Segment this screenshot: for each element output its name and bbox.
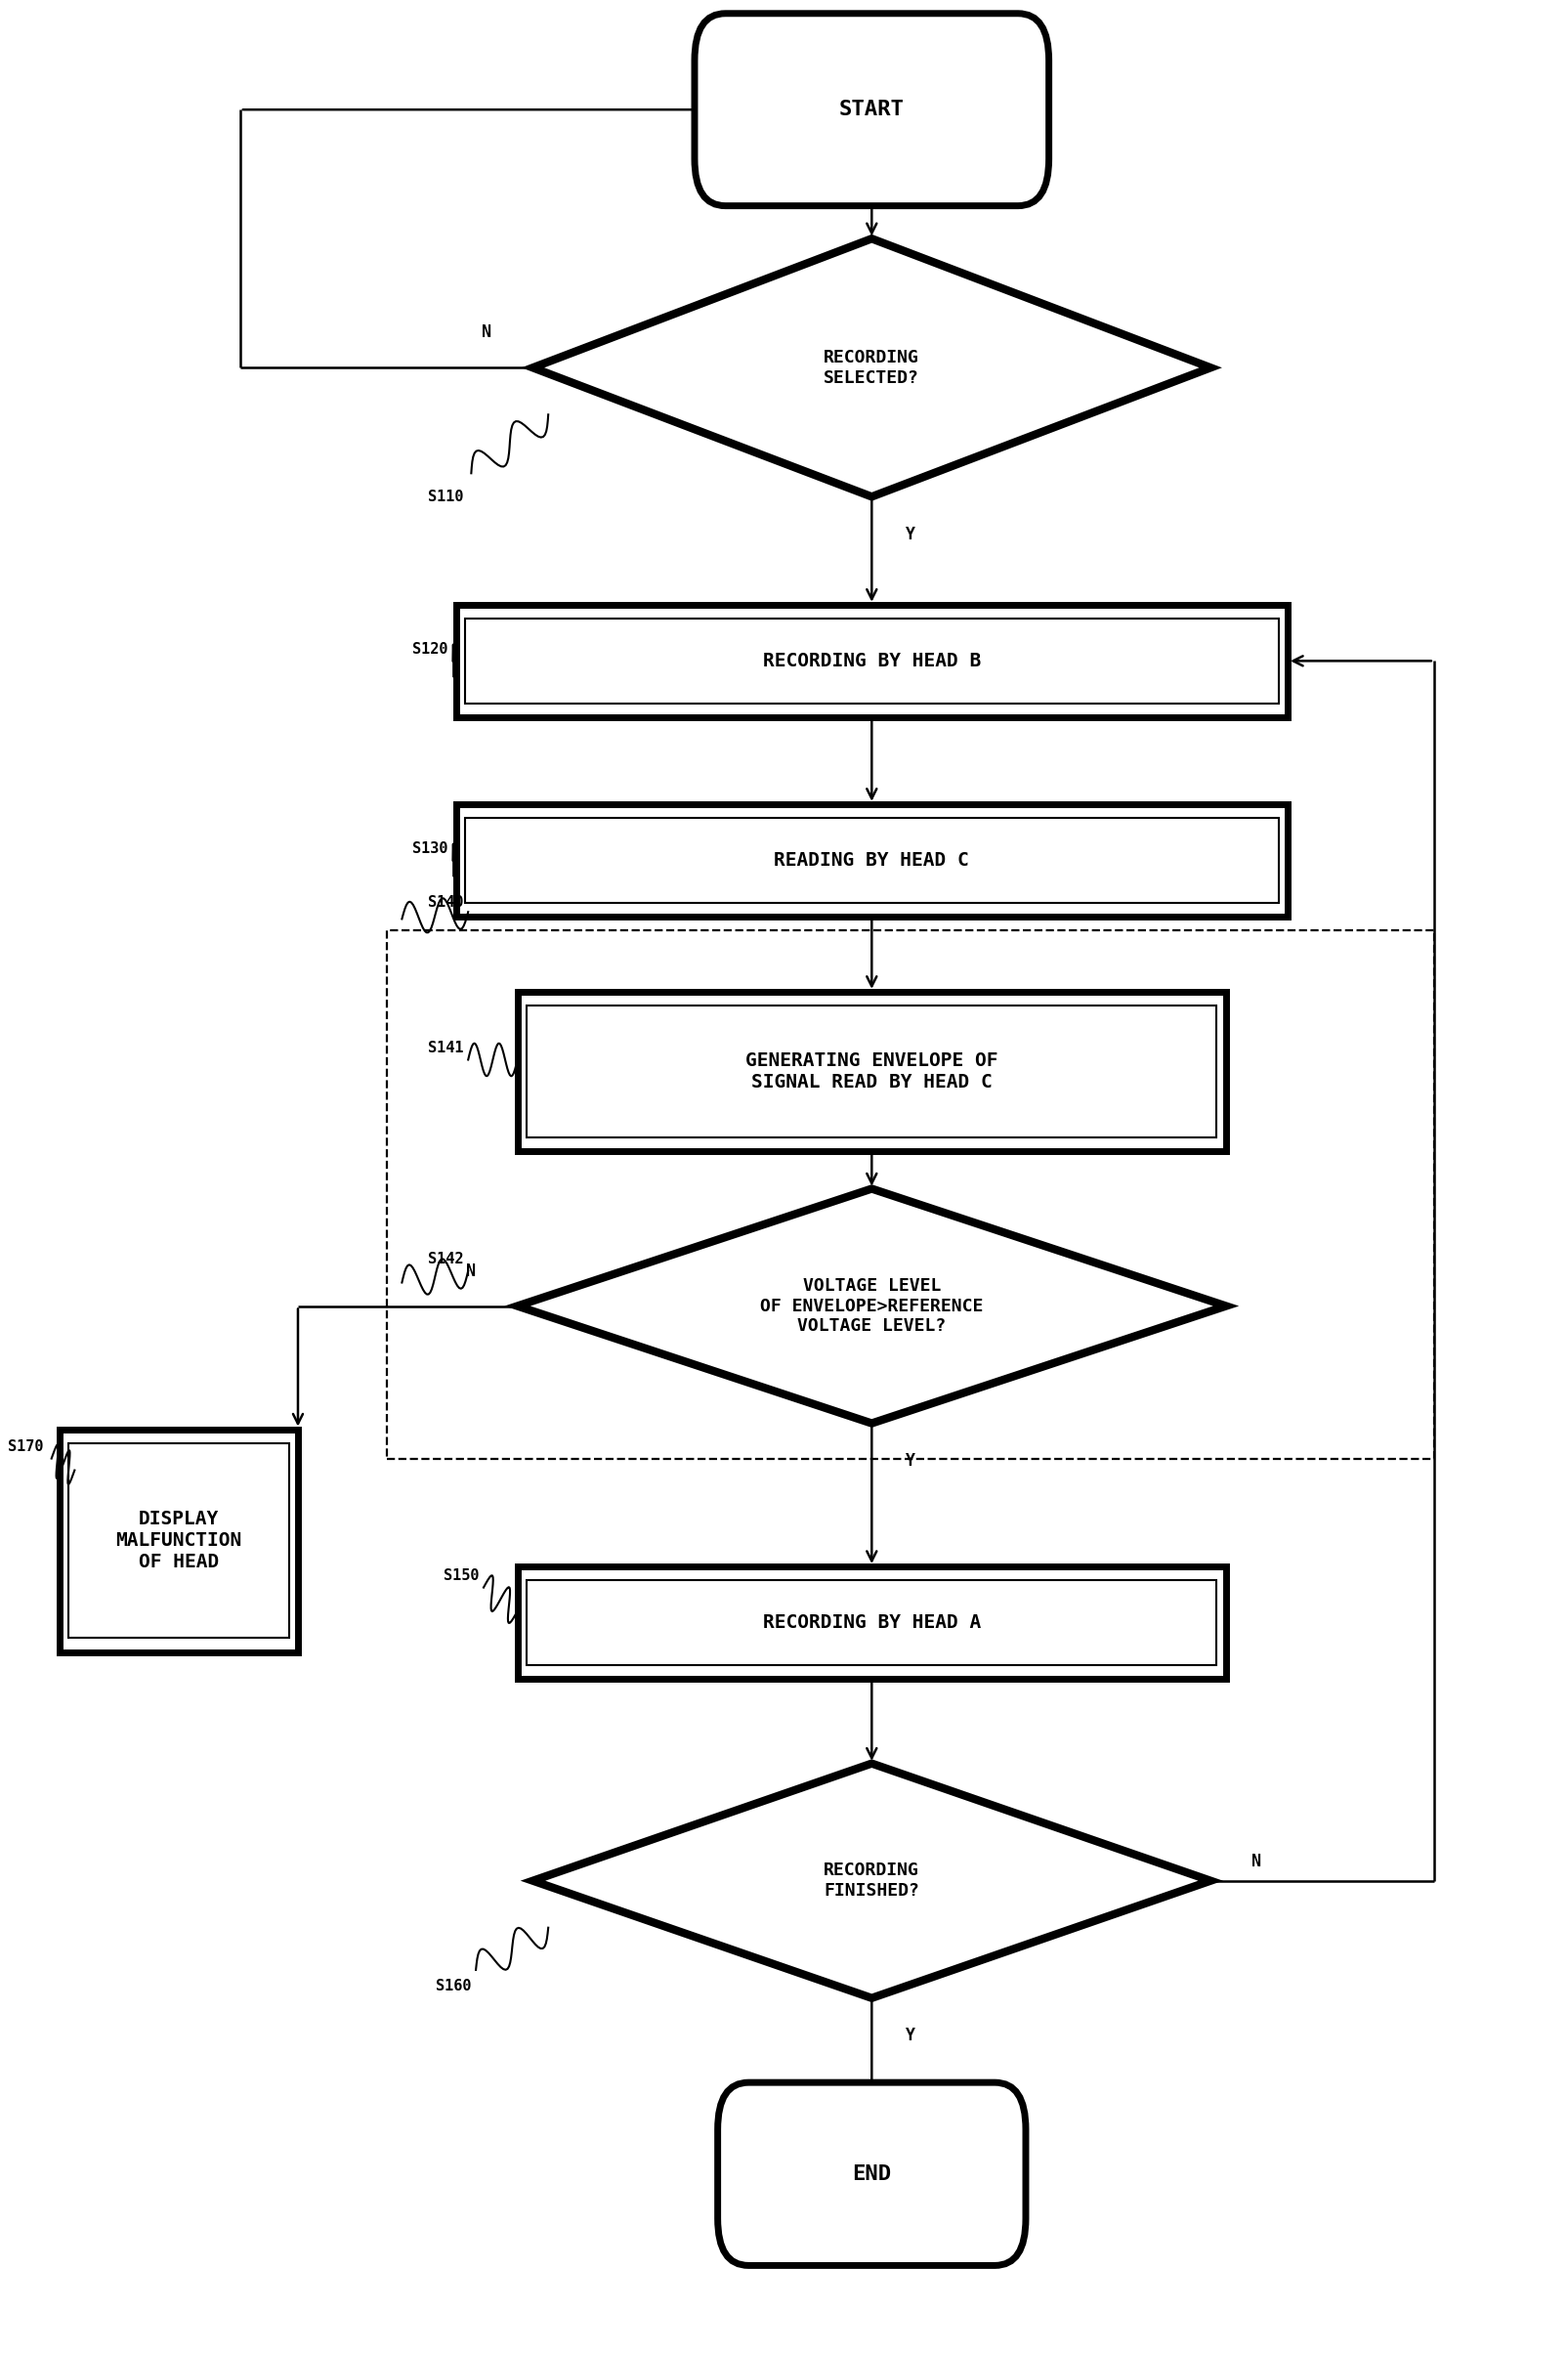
Text: VOLTAGE LEVEL
OF ENVELOPE>REFERENCE
VOLTAGE LEVEL?: VOLTAGE LEVEL OF ENVELOPE>REFERENCE VOLT… xyxy=(760,1276,983,1335)
Bar xyxy=(517,1565,1225,1678)
Text: N: N xyxy=(481,325,491,341)
Text: READING BY HEAD C: READING BY HEAD C xyxy=(773,852,969,869)
Bar xyxy=(464,819,1278,902)
Bar xyxy=(456,805,1287,916)
Bar xyxy=(464,619,1278,704)
FancyBboxPatch shape xyxy=(717,2083,1025,2265)
Bar xyxy=(456,605,1287,718)
Text: Y: Y xyxy=(905,1452,914,1469)
Text: RECORDING
SELECTED?: RECORDING SELECTED? xyxy=(823,348,919,386)
Text: RECORDING BY HEAD B: RECORDING BY HEAD B xyxy=(762,652,980,671)
Polygon shape xyxy=(533,1763,1210,1999)
Text: DISPLAY
MALFUNCTION
OF HEAD: DISPLAY MALFUNCTION OF HEAD xyxy=(116,1509,241,1572)
Polygon shape xyxy=(533,238,1210,497)
Text: END: END xyxy=(851,2163,891,2185)
Text: S120: S120 xyxy=(412,643,448,657)
Text: Y: Y xyxy=(905,525,914,544)
Text: N: N xyxy=(1251,1853,1261,1871)
Text: GENERATING ENVELOPE OF
SIGNAL READ BY HEAD C: GENERATING ENVELOPE OF SIGNAL READ BY HE… xyxy=(745,1052,997,1092)
Bar xyxy=(527,1005,1217,1137)
Text: S170: S170 xyxy=(8,1438,44,1455)
Text: Y: Y xyxy=(905,2027,914,2043)
Text: S160: S160 xyxy=(436,1980,470,1994)
Text: RECORDING
FINISHED?: RECORDING FINISHED? xyxy=(823,1862,919,1900)
Text: S142: S142 xyxy=(428,1252,463,1266)
Text: S141: S141 xyxy=(428,1040,463,1055)
Bar xyxy=(527,1580,1217,1664)
Bar xyxy=(69,1443,289,1638)
FancyBboxPatch shape xyxy=(695,14,1049,205)
Text: S130: S130 xyxy=(412,840,448,857)
Text: RECORDING BY HEAD A: RECORDING BY HEAD A xyxy=(762,1612,980,1631)
Text: S110: S110 xyxy=(428,490,463,504)
Bar xyxy=(517,991,1225,1151)
Text: S150: S150 xyxy=(444,1568,478,1584)
Bar xyxy=(60,1429,298,1653)
Bar xyxy=(386,930,1433,1459)
Text: START: START xyxy=(839,99,903,120)
Text: N: N xyxy=(466,1262,475,1281)
Polygon shape xyxy=(517,1189,1225,1424)
Text: S140: S140 xyxy=(428,895,463,911)
